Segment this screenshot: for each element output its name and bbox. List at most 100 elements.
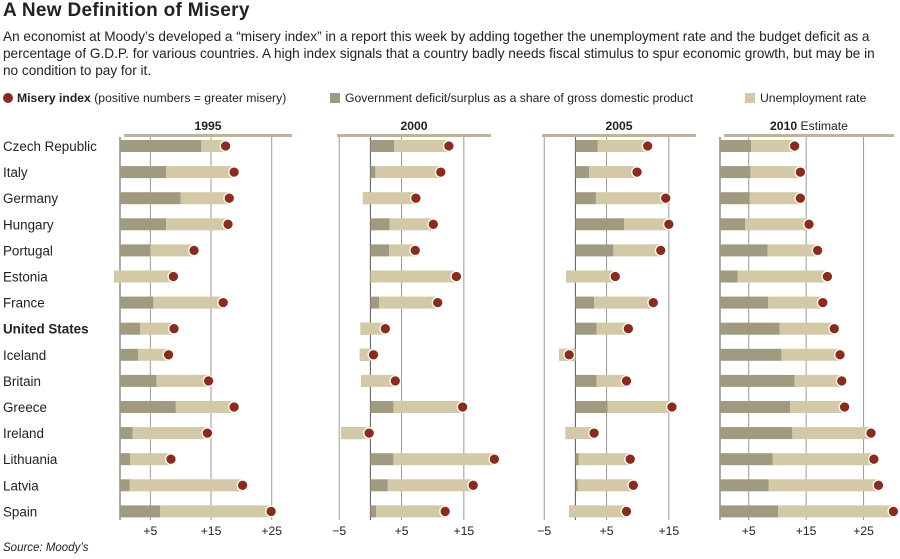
misery-dot <box>439 505 452 518</box>
tick-label: +25 <box>853 524 874 538</box>
unemployment-bar <box>153 296 224 309</box>
misery-dot <box>821 270 834 283</box>
panel-title-suffix: Estimate <box>797 119 848 133</box>
misery-dot <box>887 505 900 518</box>
unemployment-bar <box>745 218 809 231</box>
unemployment-bar <box>362 192 416 205</box>
unemployment-bar <box>370 270 457 283</box>
unemployment-bar <box>166 218 229 231</box>
unemployment-bar <box>578 453 631 466</box>
unemployment-bar <box>393 401 463 413</box>
tick-label: +15 <box>659 524 680 538</box>
unemployment-bar <box>175 401 235 413</box>
misery-dot <box>162 348 175 361</box>
deficit-bar <box>720 192 750 205</box>
unemployment-bar <box>394 140 449 152</box>
deficit-bar <box>120 192 181 205</box>
unemployment-bar <box>794 374 842 387</box>
deficit-bar <box>120 322 141 335</box>
deficit-bar <box>575 401 608 413</box>
unemployment-bar <box>623 218 669 231</box>
deficit-bar <box>575 218 624 231</box>
country-label: Portugal <box>3 243 53 258</box>
misery-dot <box>202 374 215 387</box>
deficit-bar <box>575 166 590 179</box>
misery-dot <box>217 296 230 309</box>
misery-dot <box>434 166 447 179</box>
legend: Misery index (positive numbers = greater… <box>3 90 898 108</box>
misery-dot <box>624 453 637 466</box>
country-label: France <box>3 296 45 311</box>
deficit-bar <box>370 166 376 179</box>
deficit-bar <box>720 505 778 518</box>
deficit-bar <box>370 218 390 231</box>
tick-label: +5 <box>600 524 614 538</box>
country-label: Spain <box>3 504 37 519</box>
deficit-bar <box>720 401 791 413</box>
country-label: Latvia <box>3 478 39 493</box>
deficit-bar <box>370 401 394 413</box>
misery-dot <box>666 401 678 413</box>
misery-dot <box>450 270 463 283</box>
unemployment-bar <box>361 374 396 387</box>
misery-dot <box>835 374 848 387</box>
deficit-bar <box>575 322 597 335</box>
deficit-bar <box>575 479 578 492</box>
deficit-bar <box>370 296 380 309</box>
unemployment-bar <box>379 296 438 309</box>
source-note: Source: Moody’s <box>3 542 89 554</box>
panel-title-year: 2005 <box>605 119 632 133</box>
misery-dot <box>228 166 241 179</box>
misery-dot <box>654 244 667 257</box>
unemployment-bar <box>751 140 795 152</box>
country-label: Iceland <box>3 348 46 363</box>
unemployment-bar <box>607 401 672 413</box>
unemployment-bar <box>375 505 446 518</box>
misery-dot <box>223 192 236 205</box>
unemployment-bar <box>768 479 879 492</box>
misery-dot <box>409 244 422 257</box>
misery-dot <box>389 374 402 387</box>
unemployment-swatch-icon <box>745 93 755 103</box>
unemployment-bar <box>596 322 629 335</box>
unemployment-bar <box>201 140 226 152</box>
misery-dot <box>228 401 241 413</box>
misery-dot <box>622 322 635 335</box>
misery-dot <box>788 140 801 152</box>
panel-title: 1995 <box>194 119 221 133</box>
unemployment-bar <box>341 427 370 440</box>
deficit-bar <box>120 427 133 440</box>
deficit-bar <box>120 401 176 413</box>
deficit-bar <box>120 244 151 257</box>
misery-dot <box>409 192 422 205</box>
misery-dot <box>236 479 249 492</box>
legend-deficit-label: Government deficit/surplus as a share of… <box>345 91 694 105</box>
unemployment-bar <box>387 479 474 492</box>
unemployment-bar <box>138 348 169 361</box>
unemployment-bar <box>360 322 386 335</box>
tick-label: +25 <box>261 524 282 538</box>
misery-dot <box>488 453 501 466</box>
misery-dot <box>865 427 877 440</box>
deficit-bar <box>120 505 161 518</box>
panel-title-year: 2010 <box>770 119 797 133</box>
misery-dot <box>620 374 633 387</box>
unemployment-bar <box>140 322 175 335</box>
country-label: United States <box>3 322 89 337</box>
misery-dot <box>188 244 200 257</box>
unemployment-bar <box>779 322 835 335</box>
deficit-bar <box>370 505 376 518</box>
unemployment-bar <box>150 244 195 257</box>
misery-dot <box>219 140 232 152</box>
unemployment-bar <box>389 218 434 231</box>
unemployment-bar <box>113 270 174 283</box>
misery-dot <box>867 453 880 466</box>
panel-top-rule <box>724 134 894 137</box>
deficit-bar <box>720 453 773 466</box>
deficit-bar <box>575 296 595 309</box>
headline: A New Definition of Misery <box>3 0 250 21</box>
deficit-bar <box>720 296 769 309</box>
unemployment-bar <box>750 166 801 179</box>
panel-title-year: 2000 <box>400 119 427 133</box>
